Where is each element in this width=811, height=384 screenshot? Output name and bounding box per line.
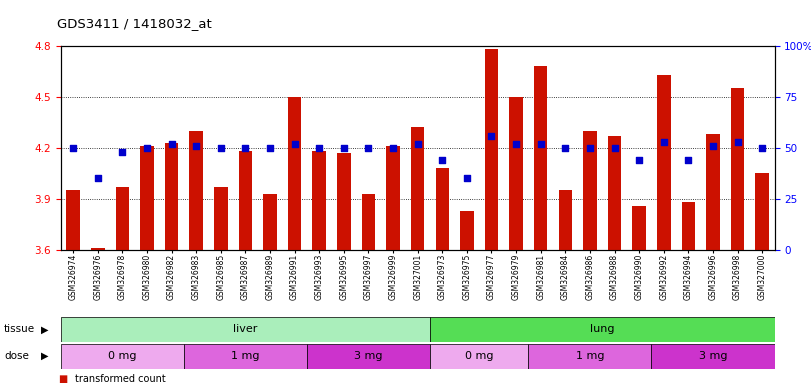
Bar xyxy=(264,194,277,250)
Point xyxy=(534,141,547,147)
Bar xyxy=(430,344,529,369)
Point xyxy=(682,157,695,163)
Bar xyxy=(657,75,671,250)
Text: dose: dose xyxy=(4,351,29,361)
Text: tissue: tissue xyxy=(4,324,35,334)
Point xyxy=(190,143,203,149)
Bar xyxy=(312,151,326,250)
Text: 0 mg: 0 mg xyxy=(465,351,493,361)
Bar xyxy=(337,153,350,250)
Point xyxy=(559,145,572,151)
Bar xyxy=(307,344,430,369)
Bar xyxy=(651,344,775,369)
Point xyxy=(239,145,252,151)
Text: ▶: ▶ xyxy=(41,351,49,361)
Bar xyxy=(430,317,775,342)
Point xyxy=(608,145,621,151)
Point xyxy=(633,157,646,163)
Point xyxy=(461,175,474,182)
Bar xyxy=(91,248,105,250)
Point xyxy=(67,145,79,151)
Bar xyxy=(116,187,129,250)
Bar xyxy=(362,194,375,250)
Bar xyxy=(633,205,646,250)
Bar xyxy=(731,88,744,250)
Bar xyxy=(529,344,651,369)
Bar xyxy=(140,146,154,250)
Point xyxy=(436,157,448,163)
Text: liver: liver xyxy=(234,324,258,334)
Point xyxy=(337,145,350,151)
Text: lung: lung xyxy=(590,324,615,334)
Bar xyxy=(681,202,695,250)
Text: 1 mg: 1 mg xyxy=(576,351,604,361)
Bar xyxy=(184,344,307,369)
Bar xyxy=(436,168,449,250)
Point xyxy=(165,141,178,147)
Bar xyxy=(61,317,430,342)
Bar xyxy=(583,131,597,250)
Point xyxy=(214,145,227,151)
Bar xyxy=(509,97,523,250)
Bar xyxy=(386,146,400,250)
Point xyxy=(657,139,670,145)
Text: 0 mg: 0 mg xyxy=(108,351,136,361)
Bar xyxy=(67,190,80,250)
Point xyxy=(313,145,326,151)
Bar xyxy=(607,136,621,250)
Bar xyxy=(61,344,184,369)
Point xyxy=(583,145,596,151)
Bar xyxy=(288,97,302,250)
Bar xyxy=(238,151,252,250)
Point xyxy=(731,139,744,145)
Text: transformed count: transformed count xyxy=(75,374,166,384)
Text: 3 mg: 3 mg xyxy=(699,351,727,361)
Bar xyxy=(460,210,474,250)
Point xyxy=(706,143,719,149)
Bar xyxy=(190,131,203,250)
Point xyxy=(264,145,277,151)
Point xyxy=(485,132,498,139)
Bar xyxy=(559,190,572,250)
Bar xyxy=(706,134,719,250)
Bar xyxy=(165,143,178,250)
Point xyxy=(411,141,424,147)
Bar xyxy=(755,173,769,250)
Bar xyxy=(534,66,547,250)
Text: GDS3411 / 1418032_at: GDS3411 / 1418032_at xyxy=(57,17,212,30)
Bar xyxy=(485,50,498,250)
Text: 3 mg: 3 mg xyxy=(354,351,383,361)
Text: ▶: ▶ xyxy=(41,324,49,334)
Point xyxy=(387,145,400,151)
Point xyxy=(92,175,105,182)
Text: 1 mg: 1 mg xyxy=(231,351,260,361)
Point xyxy=(140,145,153,151)
Bar xyxy=(214,187,228,250)
Point xyxy=(288,141,301,147)
Point xyxy=(362,145,375,151)
Text: ■: ■ xyxy=(58,374,67,384)
Bar xyxy=(411,127,424,250)
Point xyxy=(509,141,522,147)
Point xyxy=(116,149,129,155)
Point xyxy=(756,145,769,151)
